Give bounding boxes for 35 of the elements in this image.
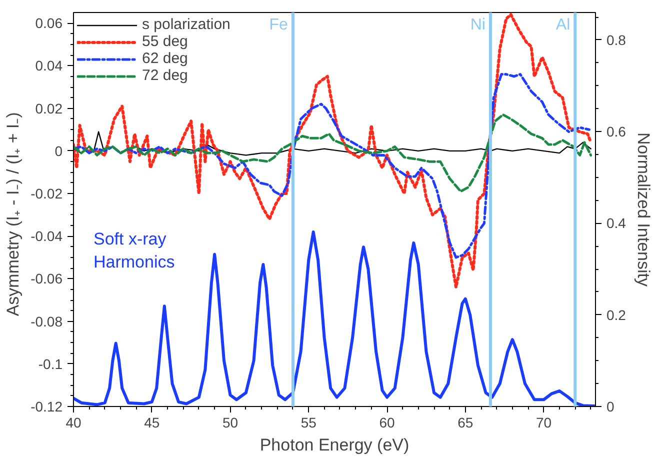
y2-tick-label: 0.4 bbox=[606, 215, 626, 232]
x-tick-label: 40 bbox=[66, 414, 82, 430]
y-tick-label: -0.02 bbox=[30, 186, 63, 202]
legend-label: s polarization bbox=[142, 16, 230, 33]
y-tick-label: -0.08 bbox=[30, 313, 63, 330]
x-tick-label: 65 bbox=[458, 414, 474, 430]
x-tick-label: 55 bbox=[300, 414, 317, 430]
ref-line-label: Fe bbox=[269, 16, 288, 34]
legend-label: 55 deg bbox=[142, 33, 188, 50]
legend-label: 62 deg bbox=[142, 50, 188, 67]
x-tick-label: 50 bbox=[222, 414, 238, 430]
y-tick-label: -0.1 bbox=[38, 356, 63, 372]
x-axis-title: Photon Energy (eV) bbox=[260, 436, 410, 454]
ref-line-label: Ni bbox=[470, 16, 486, 34]
y-tick-label: -0.12 bbox=[30, 398, 63, 414]
y2-tick-label: 0.2 bbox=[606, 306, 626, 323]
text: Soft x-ray Harmonics bbox=[94, 230, 175, 272]
y-tick-label: 0.06 bbox=[35, 15, 63, 32]
x-tick-label: 45 bbox=[144, 414, 160, 430]
ref-line-label: Al bbox=[556, 16, 570, 34]
y-axis-title: Asymmetry (I₊ - I₋) / (I₊ + I₋) bbox=[4, 112, 23, 316]
line-series bbox=[74, 13, 592, 289]
y2-tick-label: 0 bbox=[606, 398, 614, 414]
x-tick-label: 70 bbox=[536, 414, 552, 430]
legend-label: 72 deg bbox=[142, 67, 188, 84]
y2-tick-label: 0.6 bbox=[606, 124, 626, 140]
y-tick-label: 0.02 bbox=[35, 100, 63, 116]
y-tick-label: 0 bbox=[54, 142, 63, 159]
y-tick-label: -0.06 bbox=[30, 270, 63, 287]
y-tick-label: 0.04 bbox=[35, 58, 63, 74]
y2-axis-title: Normalized Intensity bbox=[634, 132, 653, 287]
y2-tick-label: 0.8 bbox=[606, 32, 626, 48]
line-series bbox=[74, 113, 592, 193]
x-tick-label: 60 bbox=[379, 414, 396, 430]
y-tick-label: -0.04 bbox=[30, 228, 63, 244]
